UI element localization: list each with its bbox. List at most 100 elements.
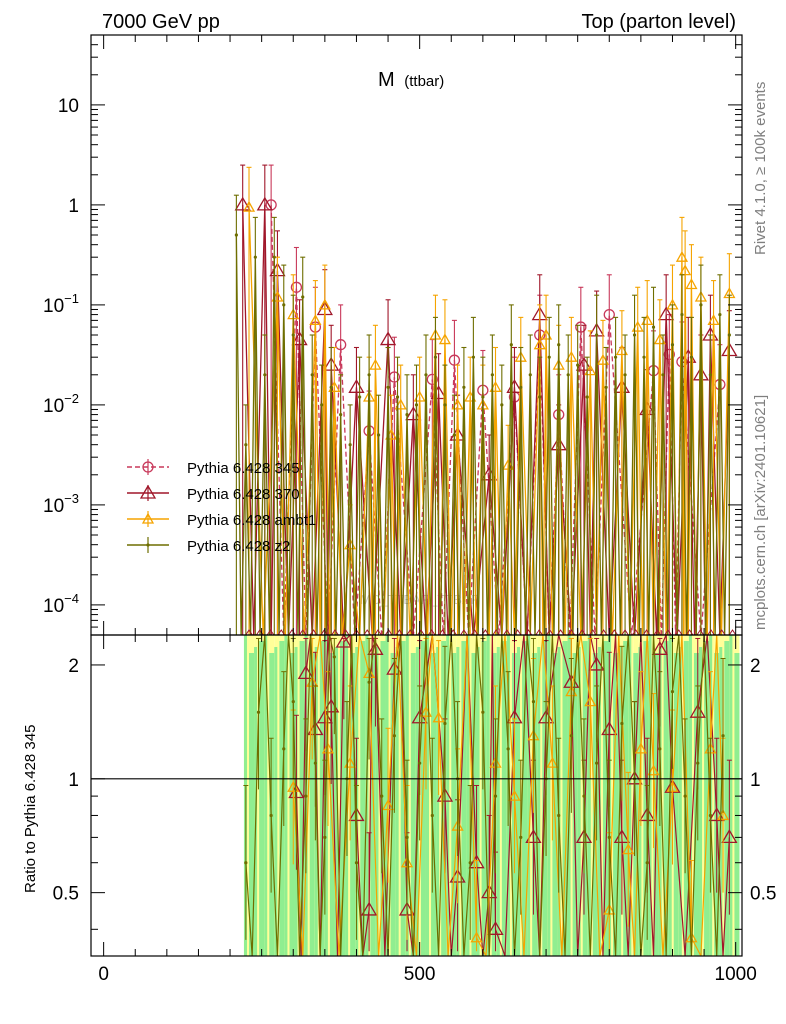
empty-bin-marker — [556, 629, 565, 635]
process-label: Top (parton level) — [581, 11, 736, 33]
mcplots-label: mcplots.cern.ch [arXiv:2401.10621] — [752, 395, 769, 630]
data-point-ambt1 — [653, 333, 666, 345]
data-point-z2 — [263, 373, 267, 377]
ratio-point-p370 — [367, 641, 384, 655]
ratio-band-inner — [274, 647, 278, 956]
data-point-ambt1 — [318, 298, 331, 310]
ratio-point-ambt1 — [622, 843, 635, 855]
ratio-band-inner — [375, 647, 379, 956]
ratio-point-p370 — [588, 656, 605, 671]
ratio-band-inner — [481, 641, 487, 956]
ratio-band-inner — [486, 635, 490, 956]
legend-marker-z2 — [146, 543, 150, 547]
empty-bin-marker — [363, 629, 372, 635]
data-point-z2 — [443, 403, 447, 407]
data-point-ambt1 — [451, 398, 464, 410]
ratio-point-ambt1 — [584, 695, 597, 707]
x-tick-label: 1000 — [715, 964, 757, 985]
data-point-z2 — [272, 255, 276, 259]
ratio-band-inner — [673, 653, 679, 956]
empty-bin-marker — [664, 629, 672, 635]
data-point-z2 — [623, 373, 627, 377]
ratio-band-inner — [461, 641, 467, 956]
data-point-z2 — [376, 433, 381, 437]
ratio-point-p370 — [335, 635, 352, 648]
data-point-z2 — [576, 363, 580, 367]
ratio-band-inner — [319, 641, 325, 956]
data-point-z2 — [661, 373, 665, 377]
ratio-point-z2 — [392, 734, 396, 738]
data-point-z2 — [547, 355, 551, 359]
ratio-point-z2 — [607, 835, 611, 839]
ratio-band-inner — [259, 641, 265, 956]
ratio-band-inner — [577, 647, 581, 956]
data-point-z2 — [282, 303, 286, 307]
ratio-band-inner — [431, 653, 437, 956]
data-point-ambt1 — [438, 333, 452, 345]
data-point-ambt1 — [242, 200, 256, 212]
data-point-ambt1 — [413, 390, 426, 402]
data-point-z2 — [405, 412, 409, 417]
data-point-z2 — [490, 373, 494, 377]
ratio-point-z2 — [418, 761, 422, 765]
empty-bin-marker — [309, 629, 318, 635]
data-point-ambt1 — [641, 314, 654, 326]
data-point-ambt1 — [565, 350, 578, 362]
ratio-band-inner — [390, 653, 396, 956]
ratio-point-z2 — [405, 835, 409, 839]
legend-label: Pythia 6.428 z2 — [187, 538, 290, 555]
data-point-z2 — [557, 343, 561, 347]
energy-label: 7000 GeV pp — [102, 11, 220, 33]
ratio-band-inner — [264, 635, 268, 956]
ratio-band-inner — [289, 653, 295, 956]
ratio-point-z2 — [582, 794, 586, 798]
data-point-z2 — [519, 385, 523, 389]
data-point-z2 — [462, 385, 466, 389]
plot-title-main: M — [378, 69, 395, 91]
plot-title: M (ttbar) — [378, 69, 444, 91]
data-point-ambt1 — [369, 358, 382, 370]
ratio-panel-frame — [90, 634, 743, 957]
empty-bin-marker — [535, 629, 544, 635]
empty-bin-marker — [524, 629, 533, 635]
ratio-point-z2 — [256, 710, 261, 714]
empty-bin-marker — [470, 629, 479, 635]
y-tick-label: 1 — [68, 196, 79, 217]
data-point-ambt1 — [539, 328, 553, 340]
ratio-point-z2 — [313, 761, 317, 765]
ratio-point-z2 — [354, 861, 359, 865]
data-point-z2 — [670, 343, 675, 347]
data-point-p345 — [448, 354, 461, 366]
ratio-band-inner — [400, 641, 406, 956]
empty-bin-marker — [685, 629, 694, 635]
data-point-z2 — [500, 403, 504, 407]
data-point-ambt1 — [615, 344, 629, 356]
ratio-point-p370 — [360, 901, 378, 916]
data-point-z2 — [528, 373, 532, 377]
empty-bin-marker — [384, 629, 393, 635]
ratio-point-p370 — [651, 641, 668, 655]
legend-item-p370: Pythia 6.428 370 — [127, 484, 300, 503]
rivet-version-label: Rivet 4.1.0, ≥ 100k events — [752, 82, 769, 255]
data-point-ambt1 — [533, 338, 546, 350]
ratio-point-z2 — [244, 861, 248, 865]
legend-marker-ambt1 — [141, 512, 155, 524]
legend-label: Pythia 6.428 370 — [187, 486, 300, 503]
data-point-z2 — [699, 303, 703, 307]
ratio-band-inner — [329, 653, 335, 956]
ratio-point-z2 — [595, 761, 599, 765]
empty-bin-marker — [320, 629, 329, 635]
data-point-p345 — [335, 339, 347, 351]
ratio-band-inner — [249, 653, 255, 956]
ratio-band-inner — [572, 653, 578, 956]
data-point-z2 — [604, 385, 608, 389]
ratio-point-z2 — [269, 813, 273, 818]
empty-bin-marker — [631, 629, 640, 635]
data-point-z2 — [386, 385, 390, 389]
data-point-z2 — [234, 233, 238, 237]
ratio-y-tick-label-right: 1 — [750, 770, 761, 791]
data-point-ambt1 — [685, 278, 698, 290]
y-tick-label-base: 10 — [43, 496, 64, 517]
y-tick-label-exp: −2 — [64, 391, 79, 406]
